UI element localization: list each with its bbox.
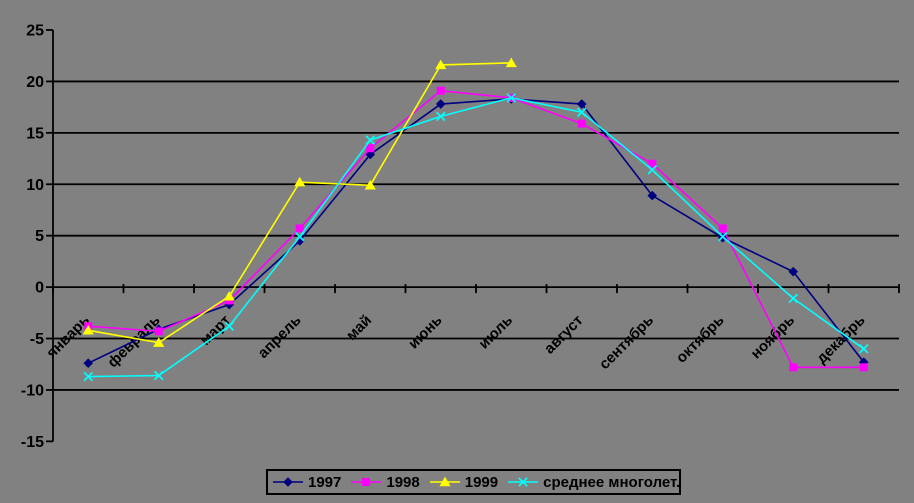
marker-1998-апрель <box>295 224 304 233</box>
marker-1999-февраль <box>153 337 165 347</box>
y-tick-label-10: 10 <box>26 177 44 194</box>
series-line-1999 <box>88 62 512 344</box>
marker-среднее многолет.-март <box>224 321 235 331</box>
marker-среднее многолет.-январь <box>83 371 94 382</box>
marker-1999-июнь <box>435 59 447 70</box>
series-line-1997 <box>87 98 865 364</box>
legend-label-1997: 1997 <box>308 473 342 491</box>
marker-1997-декабрь <box>858 357 869 367</box>
marker-среднее многолет.-июль <box>506 93 517 103</box>
marker-1998-август <box>577 119 586 128</box>
legend-item-average: среднее многолет. <box>508 475 680 490</box>
marker-среднее многолет.-февраль <box>153 370 164 381</box>
marker-среднее многолет.-ноябрь <box>788 293 799 304</box>
legend-sample-marker-1997 <box>283 477 293 487</box>
series-среднее многолет. <box>83 93 869 382</box>
legend-sample-marker-среднее многолет. <box>518 477 528 487</box>
marker-1997-июнь <box>435 99 446 109</box>
legend-sample-marker-1999 <box>439 476 451 487</box>
marker-1997-январь <box>83 358 94 369</box>
series-1997 <box>83 94 869 369</box>
legend-item-1998: 1998 <box>351 473 420 491</box>
month-label-август: август <box>541 312 587 358</box>
month-label-июнь: июнь <box>405 312 446 353</box>
marker-1998-февраль <box>154 327 163 336</box>
marker-1998-май <box>366 144 375 153</box>
marker-среднее многолет.-июнь <box>435 111 446 122</box>
marker-среднее многолет.-сентябрь <box>647 165 658 175</box>
marker-1999-январь <box>82 324 94 335</box>
legend-sample-marker-1998 <box>362 478 371 486</box>
legend-marker-1999-triangle-icon <box>429 476 460 487</box>
legend-item-1999: 1999 <box>429 473 499 491</box>
marker-1999-апрель <box>294 176 306 187</box>
legend-marker-average-x-icon <box>508 477 539 487</box>
legend-marker-1997-diamond-icon <box>273 477 303 487</box>
marker-1998-июнь <box>436 86 445 95</box>
legend-label-1998: 1998 <box>386 473 420 491</box>
marker-среднее многолет.-декабрь <box>858 344 869 354</box>
marker-1997-сентябрь <box>647 190 658 201</box>
legend-label-1999: 1999 <box>464 473 499 491</box>
month-label-январь: январь <box>43 312 93 362</box>
marker-1998-декабрь <box>859 363 868 372</box>
month-label-сентябрь: сентябрь <box>596 312 657 373</box>
marker-1997-ноябрь <box>788 266 799 277</box>
legend-item-1997: 1997 <box>273 475 341 490</box>
y-tick-label-0: 0 <box>35 280 44 297</box>
marker-1998-октябрь <box>718 224 727 233</box>
series-line-1998 <box>88 89 864 369</box>
month-label-март: март <box>197 312 234 349</box>
marker-среднее многолет.-октябрь <box>717 231 728 242</box>
series-line-среднее многолет. <box>88 97 865 378</box>
month-label-апрель: апрель <box>255 312 305 362</box>
month-label-ноябрь: ноябрь <box>748 312 799 363</box>
y-tick-label--5: -5 <box>30 331 44 348</box>
marker-среднее многолет.-август <box>576 107 587 118</box>
y-tick-label--15: -15 <box>21 434 44 451</box>
y-tick-label--10: -10 <box>21 382 44 399</box>
marker-1999-май <box>364 179 376 190</box>
y-tick-label-15: 15 <box>26 125 44 142</box>
marker-1997-август <box>576 99 587 109</box>
legend-label-average: среднее многолет. <box>543 473 681 491</box>
marker-1997-апрель <box>294 236 305 246</box>
legend-marker-1998-square-icon <box>351 478 382 486</box>
y-tick-label-25: 25 <box>26 23 44 40</box>
series-1998 <box>84 86 868 372</box>
y-tick-label-5: 5 <box>35 228 44 245</box>
series-1999 <box>82 57 517 347</box>
marker-среднее многолет.-апрель <box>294 231 305 242</box>
marker-1998-сентябрь <box>648 159 657 168</box>
marker-1998-ноябрь <box>789 363 798 372</box>
marker-1999-июль <box>505 57 517 68</box>
legend: 1997 1998 1999 среднее многолет. <box>266 469 681 495</box>
marker-среднее многолет.-май <box>365 135 376 145</box>
marker-1999-март <box>223 290 235 301</box>
month-label-июль: июль <box>475 312 516 353</box>
y-tick-label-20: 20 <box>26 74 44 91</box>
